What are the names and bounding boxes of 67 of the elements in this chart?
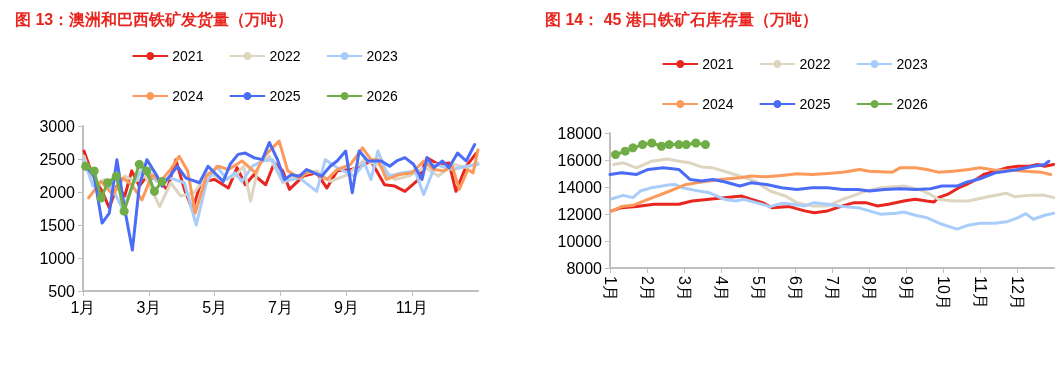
y-tick-label: 2500 [39,150,76,168]
x-tick-label: 4月 [712,276,730,301]
point [620,146,630,156]
y-tick-label: 500 [48,282,76,300]
point [691,138,701,148]
y-tick-label: 8000 [566,259,603,277]
x-tick-label: 11月 [395,298,429,316]
y-tick-label: 18000 [557,124,603,142]
y-tick-label: 2000 [39,183,76,201]
point [111,171,121,181]
x-tick-label: 10月 [934,276,952,310]
point [674,140,684,150]
point [638,140,648,150]
point [647,138,657,148]
point [664,140,674,150]
legend-label: 2022 [269,48,301,64]
point [656,141,666,151]
point [157,176,167,186]
legend-label: 2024 [172,88,204,104]
y-tick-label: 3000 [39,117,76,135]
x-tick-label: 3月 [675,276,693,301]
chart-title: 图 14： 45 港口铁矿石库存量（万吨） [545,10,818,29]
y-tick-label: 14000 [557,178,603,196]
legend-label: 2021 [172,48,204,64]
x-tick-label: 7月 [268,298,293,316]
line-series [608,159,1051,193]
legend-label: 2024 [702,96,734,112]
x-tick-label: 6月 [786,276,804,301]
x-tick-label: 7月 [823,276,841,301]
line-series [610,182,1056,231]
x-tick-label: 3月 [136,298,162,316]
legend-label: 2025 [799,96,831,112]
y-tick-label: 1000 [39,249,76,267]
point [628,143,638,153]
point [700,140,710,150]
y-tick-label: 16000 [557,151,603,169]
point [611,150,621,160]
x-tick-label: 9月 [897,276,915,301]
point [134,159,144,169]
point [681,140,691,150]
y-tick-label: 1500 [39,216,76,234]
x-tick-label: 11月 [971,276,989,309]
x-tick-label: 5月 [202,298,228,316]
legend-label: 2021 [702,56,734,72]
point [89,166,99,176]
point [96,193,106,203]
point [119,206,129,216]
legend-label: 2023 [896,56,928,72]
chart-title: 图 13：澳洲和巴西铁矿发货量（万吨） [15,10,294,29]
legend-label: 2026 [896,96,928,112]
legend-label: 2025 [269,88,301,104]
x-tick-label: 2月 [638,276,656,301]
point [81,161,91,171]
y-tick-label: 10000 [557,232,603,250]
point [142,166,152,176]
point [149,186,159,196]
x-tick-label: 1月 [601,276,619,301]
point [103,178,113,188]
x-tick-label: 8月 [860,276,878,301]
x-tick-label: 5月 [749,276,767,301]
legend-label: 2026 [366,88,398,104]
y-tick-label: 12000 [557,205,603,223]
x-tick-label: 1月 [70,298,96,316]
legend-label: 2023 [366,48,398,64]
legend-label: 2022 [799,56,831,72]
x-tick-label: 9月 [333,298,359,316]
x-tick-label: 12月 [1008,276,1026,310]
